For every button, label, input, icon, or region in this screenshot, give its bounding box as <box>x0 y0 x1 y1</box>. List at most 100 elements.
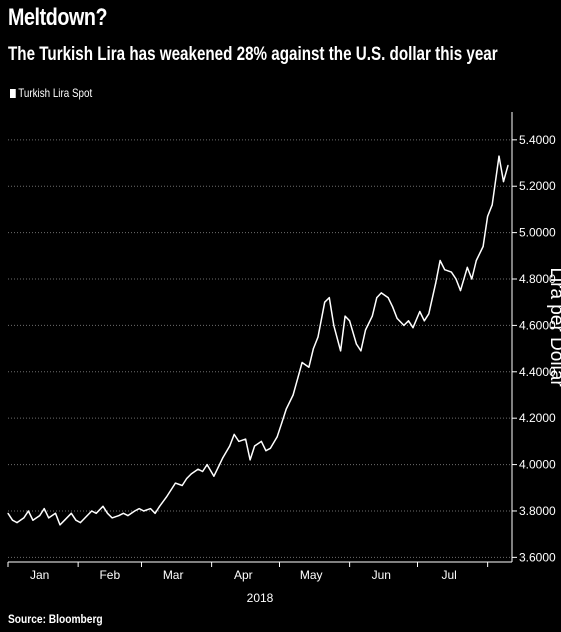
data-point <box>364 329 367 331</box>
data-point <box>428 313 430 315</box>
data-point <box>174 482 176 484</box>
data-point <box>419 310 421 313</box>
data-point <box>455 278 457 280</box>
data-point <box>439 259 441 262</box>
x-tick-label: May <box>300 568 323 582</box>
data-point <box>355 343 357 345</box>
data-point <box>360 350 362 352</box>
data-point <box>412 327 414 329</box>
data-point <box>59 524 61 526</box>
data-point <box>186 477 188 480</box>
data-point <box>265 450 267 452</box>
data-point <box>301 361 303 364</box>
data-point <box>75 519 77 521</box>
x-tick-label: Apr <box>234 568 253 582</box>
data-point <box>43 508 45 510</box>
data-point <box>292 394 294 396</box>
data-point <box>7 512 9 514</box>
data-point <box>450 271 452 273</box>
data-point <box>118 515 120 517</box>
y-tick-label: 4.8000 <box>519 272 556 286</box>
legend-swatch <box>10 88 16 98</box>
data-point <box>190 473 192 475</box>
data-point <box>95 512 97 514</box>
data-point <box>312 348 314 350</box>
data-point <box>435 283 437 285</box>
chart-title: Meltdown? <box>8 4 108 31</box>
data-point <box>165 496 167 498</box>
data-point <box>122 512 124 514</box>
data-point <box>79 522 81 524</box>
data-point <box>269 447 271 449</box>
legend: Turkish Lira Spot <box>10 86 92 100</box>
data-point <box>317 336 319 338</box>
data-point <box>86 515 88 517</box>
data-point <box>380 292 382 294</box>
data-point <box>106 512 109 514</box>
data-point <box>487 215 489 217</box>
y-tick-label: 4.4000 <box>519 365 556 379</box>
data-point <box>297 378 299 380</box>
data-point <box>328 297 330 299</box>
data-point <box>154 512 156 514</box>
data-point <box>197 468 199 470</box>
data-point <box>233 433 235 435</box>
data-point <box>11 519 14 521</box>
data-point <box>466 266 468 268</box>
data-point <box>260 440 262 442</box>
series-line-turkish-lira-spot <box>7 155 509 526</box>
data-point <box>134 510 136 512</box>
data-point <box>127 515 129 517</box>
data-point <box>403 324 405 326</box>
data-point <box>23 517 25 519</box>
data-point <box>471 278 473 280</box>
data-point <box>407 320 410 322</box>
data-point <box>39 515 41 517</box>
data-point <box>213 475 215 477</box>
data-point <box>91 510 93 512</box>
data-point <box>491 204 493 206</box>
data-point <box>285 408 287 410</box>
data-point <box>48 517 50 519</box>
data-point <box>396 317 398 319</box>
data-point <box>245 438 247 440</box>
y-tick-label: 4.2000 <box>519 411 556 425</box>
data-point <box>159 505 161 507</box>
data-point <box>238 440 240 442</box>
y-axis-label: Lira per Dollar <box>546 267 561 387</box>
data-point <box>16 522 18 524</box>
data-point <box>202 470 204 473</box>
x-axis-label: 2018 <box>247 591 274 605</box>
y-tick-label: 4.6000 <box>519 318 556 332</box>
data-point <box>206 464 208 466</box>
chart-subtitle: The Turkish Lira has weakened 28% agains… <box>8 44 498 65</box>
data-point <box>507 164 509 166</box>
data-point <box>32 519 34 521</box>
data-point <box>498 155 500 157</box>
data-point <box>276 436 278 438</box>
data-point <box>170 489 172 491</box>
data-point <box>229 445 231 447</box>
data-point <box>502 181 505 183</box>
data-point <box>371 315 373 317</box>
legend-label: Turkish Lira Spot <box>18 86 93 100</box>
data-point <box>27 510 29 512</box>
data-point <box>482 245 484 248</box>
data-point <box>149 508 152 510</box>
data-point <box>392 306 394 308</box>
data-point <box>138 508 140 510</box>
y-tick-label: 5.4000 <box>519 133 556 147</box>
y-tick-label: 4.0000 <box>519 458 556 472</box>
data-point <box>333 324 335 326</box>
x-tick-label: Jan <box>30 568 49 582</box>
data-point <box>111 517 113 519</box>
data-point <box>54 512 57 514</box>
data-point <box>387 297 389 299</box>
data-point <box>349 320 351 322</box>
data-point <box>324 301 326 303</box>
data-point <box>102 505 104 507</box>
data-point <box>340 350 342 352</box>
data-point <box>423 320 425 322</box>
data-point <box>344 315 346 317</box>
